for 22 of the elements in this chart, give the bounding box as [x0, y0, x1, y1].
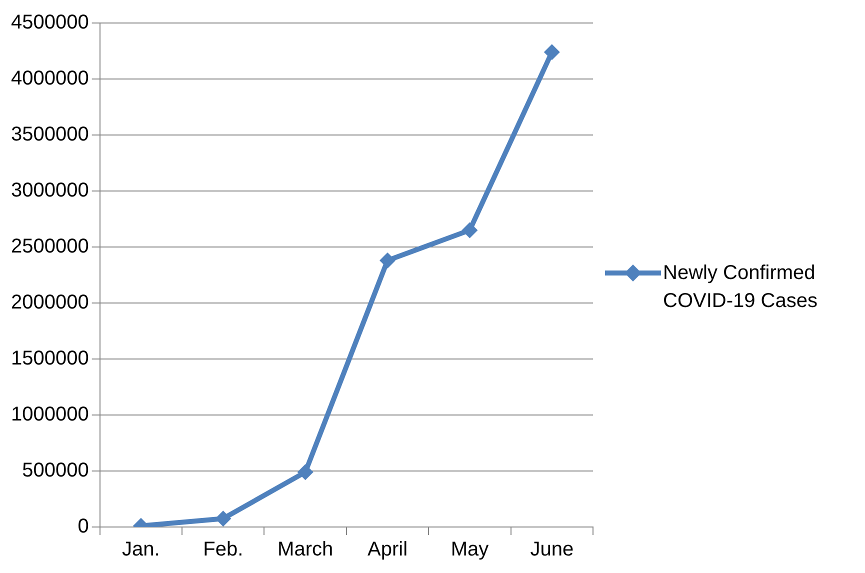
x-tick-label: March — [278, 538, 334, 561]
y-tick-label: 500000 — [22, 460, 89, 482]
x-tick-label: May — [450, 538, 489, 561]
y-tick-label: 1000000 — [10, 404, 89, 426]
y-tick-label: 3500000 — [10, 124, 89, 146]
point — [297, 464, 314, 480]
point — [462, 222, 478, 238]
x-tick-label: Jan. — [122, 538, 160, 561]
y-tick-label: 1500000 — [10, 348, 89, 370]
point — [544, 44, 560, 60]
x-tick-label: April — [368, 538, 408, 561]
y-tick-label: 0 — [78, 516, 89, 538]
y-tick-label: 4500000 — [10, 12, 89, 34]
y-tick-label: 2000000 — [10, 292, 89, 314]
point — [215, 510, 232, 527]
y-tick-label: 3000000 — [10, 180, 89, 202]
y-tick-label: 4000000 — [10, 68, 89, 90]
x-tick-label: June — [530, 538, 574, 561]
y-tick-label: 2500000 — [10, 236, 89, 258]
legend-label: Newly Confirmed COVID-19 Cases — [663, 260, 818, 314]
point — [380, 252, 396, 268]
x-tick-label: Feb. — [203, 538, 244, 561]
